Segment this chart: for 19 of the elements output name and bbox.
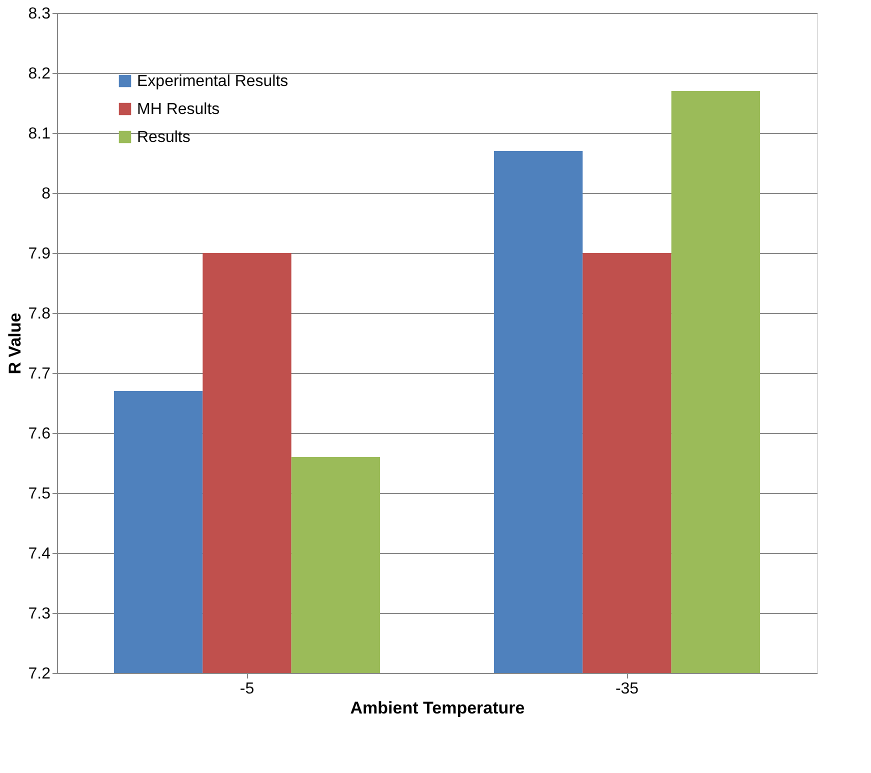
y-tick-label: 7.8 — [28, 306, 51, 322]
x-tick-label: -5 — [240, 680, 254, 698]
x-tick-label: -35 — [615, 680, 639, 698]
legend-label: MH Results — [137, 101, 220, 118]
legend-label: Results — [137, 129, 190, 146]
y-tick-label: 8.3 — [28, 6, 51, 22]
y-tick-label: 8.2 — [28, 66, 51, 82]
legend-label: Experimental Results — [137, 73, 288, 90]
y-tick-label: 7.7 — [28, 366, 51, 382]
y-tick-label: 7.2 — [28, 666, 51, 682]
y-tick-label: 7.9 — [28, 246, 51, 262]
y-tick-label: 7.4 — [28, 546, 51, 562]
y-tick-label: 7.5 — [28, 486, 51, 502]
x-axis-title: Ambient Temperature — [350, 698, 525, 718]
y-tick-label: 8 — [42, 186, 51, 202]
y-axis-title: R Value — [5, 312, 24, 374]
y-tick-label: 7.6 — [28, 426, 51, 442]
y-tick-label: 8.1 — [28, 126, 51, 142]
y-tick-label: 7.3 — [28, 606, 51, 622]
